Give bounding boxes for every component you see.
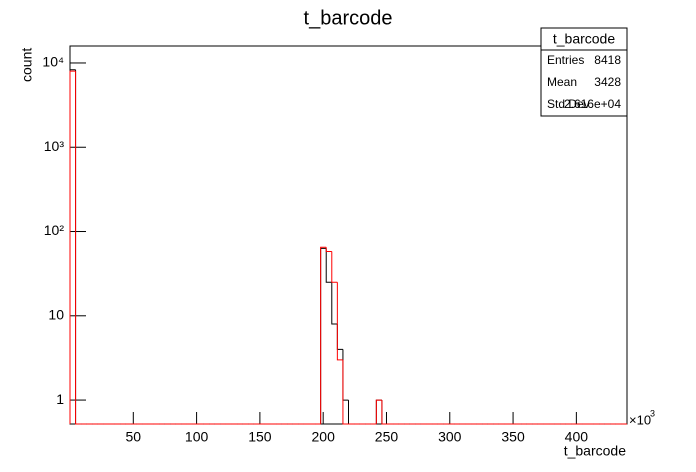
histogram-bin [331,282,338,325]
x-tick-label: 200 [312,429,336,445]
stats-title: t_barcode [553,31,615,47]
histogram-bin [336,323,343,350]
x-tick-label: 150 [248,429,272,445]
y-tick-label: 10⁴ [42,54,64,70]
stats-key: Std Dev [547,97,590,111]
stats-value: 2.616e+04 [564,97,621,111]
stats-value: 8418 [594,53,621,67]
histogram-bin [336,282,343,361]
x-multiplier: ×10 [629,412,651,427]
stats-value: 3428 [594,75,621,89]
y-axis-label: count [19,48,35,82]
stats-box [540,27,628,117]
y-tick-label: 10 [48,306,64,322]
y-tick-label: 10³ [44,138,65,154]
x-tick-label: 300 [438,429,462,445]
stats-key: Mean [547,75,577,89]
histogram-bin [69,69,76,424]
histogram-bin [75,69,82,425]
y-tick-label: 1 [56,391,64,407]
x-tick-label: 100 [185,429,209,445]
histogram-bin [325,248,332,283]
x-multiplier-exponent: 3 [650,408,655,418]
stats-key: Entries [547,53,584,67]
x-tick-label: 350 [501,429,525,445]
x-tick-label: 50 [126,429,142,445]
histogram-bin [69,70,76,424]
x-axis-label: t_barcode [564,443,626,459]
histogram-bin [375,399,382,424]
histogram-bin [375,399,382,424]
histogram-bin [320,246,327,424]
y-tick-label: 10² [44,222,65,238]
x-tick-label: 250 [375,429,399,445]
histogram-bin [325,247,332,252]
histogram-bin [381,400,388,425]
histogram-bin [331,251,338,283]
histogram-bin [348,400,355,425]
histogram-bin [342,359,349,425]
histogram-bin [320,247,327,424]
histogram-bin [75,71,82,425]
x-tick-label: 400 [565,429,589,445]
chart-title: t_barcode [304,7,393,29]
histogram-bin [342,349,349,401]
